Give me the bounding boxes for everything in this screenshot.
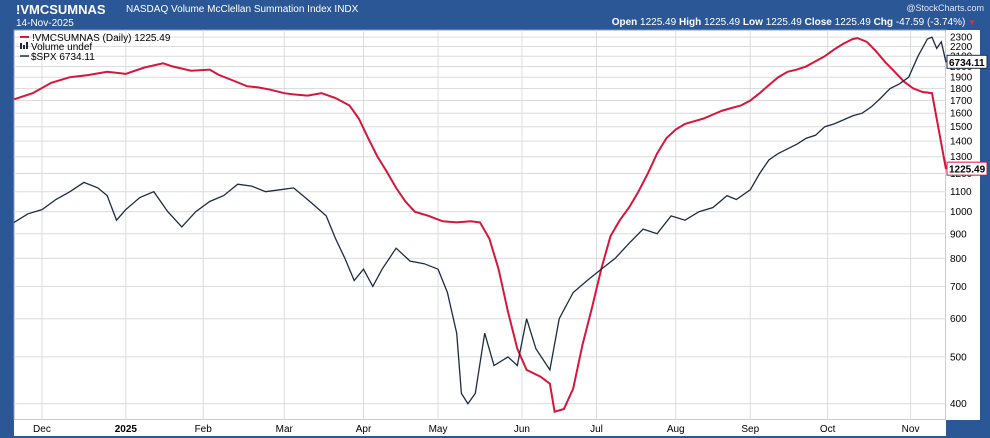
y-tick-label: 2300 (950, 33, 973, 44)
summation-last-value: 1225.49 (949, 165, 986, 176)
close-label: Close (804, 17, 832, 28)
x-tick-label: Sep (741, 424, 759, 435)
description-text: NASDAQ Volume McClellan Summation Index (126, 4, 332, 15)
y-tick-label: 400 (950, 399, 967, 410)
symbol-description: NASDAQ Volume McClellan Summation Index … (126, 4, 358, 15)
ohlc-readout: Open 1225.49 High 1225.49 Low 1225.49 Cl… (612, 17, 976, 28)
low-value: 1225.49 (765, 17, 802, 28)
y-tick-label: 1700 (950, 96, 973, 107)
x-tick-label: Jul (590, 424, 603, 435)
x-tick-label: Apr (356, 424, 372, 435)
x-axis: Dec 2025 Feb Mar Apr May Jun Jul Aug Sep Oct Nov (33, 424, 919, 435)
y-tick-label: 1900 (950, 73, 973, 84)
y-tick-label: 1500 (950, 122, 973, 133)
spx-line (13, 36, 947, 405)
open-value: 1225.49 (640, 17, 677, 28)
x-tick-label: Jun (514, 424, 530, 435)
y-tick-label: 2200 (950, 42, 973, 53)
legend-summation: !VMCSUMNAS (Daily) 1225.49 (32, 33, 171, 44)
y-tick-label: 1100 (950, 187, 972, 198)
spx-last-label: 6734.11 (946, 54, 988, 69)
x-tick-label: Feb (195, 424, 213, 435)
y-tick-label: 1000 (950, 207, 973, 218)
legend-volume: Volume undef (31, 42, 92, 53)
low-label: Low (742, 17, 763, 28)
exchange-text: INDX (334, 4, 359, 15)
x-tick-label: 2025 (115, 424, 138, 435)
summation-last-label: 1225.49 (946, 161, 988, 176)
open-label: Open (611, 17, 638, 28)
stockcharts-brand[interactable]: @StockCharts.com (906, 3, 984, 13)
chart-date: 14-Nov-2025 (16, 18, 74, 29)
x-axis-area (14, 420, 946, 436)
x-tick-label: Dec (33, 424, 51, 435)
y-tick-label: 900 (950, 229, 967, 240)
volume-bars-icon (20, 42, 28, 49)
y-axis-area (946, 30, 980, 420)
symbol-title: !VMCSUMNAS (16, 2, 106, 17)
grid-lines (14, 30, 946, 420)
x-tick-label: Nov (902, 424, 920, 435)
high-value: 1225.49 (703, 17, 741, 28)
y-tick-label: 1400 (950, 137, 973, 148)
summation-line (13, 37, 947, 413)
y-tick-label: 1600 (950, 109, 973, 120)
x-tick-label: May (429, 424, 448, 435)
high-label: High (678, 17, 702, 28)
plot-area (13, 29, 947, 421)
y-tick-label: 500 (950, 352, 967, 363)
y-tick-label: 800 (950, 254, 967, 265)
y-tick-label: 700 (950, 282, 967, 293)
spx-last-value: 6734.11 (949, 58, 985, 69)
y-tick-label: 1300 (950, 152, 973, 163)
legend: !VMCSUMNAS (Daily) 1225.49 Volume undef … (20, 33, 171, 63)
chg-value: -47.59 (-3.74%) (895, 17, 966, 28)
close-value: 1225.49 (834, 17, 871, 28)
y-axis: 4005006007008009001000110012001300140015… (950, 33, 973, 411)
x-tick-label: Mar (276, 424, 294, 435)
chart-header: !VMCSUMNAS NASDAQ Volume McClellan Summa… (0, 0, 990, 30)
y-tick-label: 1800 (950, 84, 973, 95)
x-tick-label: Aug (667, 424, 685, 435)
y-tick-label: 600 (950, 314, 967, 325)
x-tick-label: Oct (820, 424, 836, 435)
legend-spx: $SPX 6734.11 (31, 52, 95, 63)
chg-label: Chg (873, 17, 894, 28)
down-arrow-icon: ▼ (968, 18, 976, 27)
